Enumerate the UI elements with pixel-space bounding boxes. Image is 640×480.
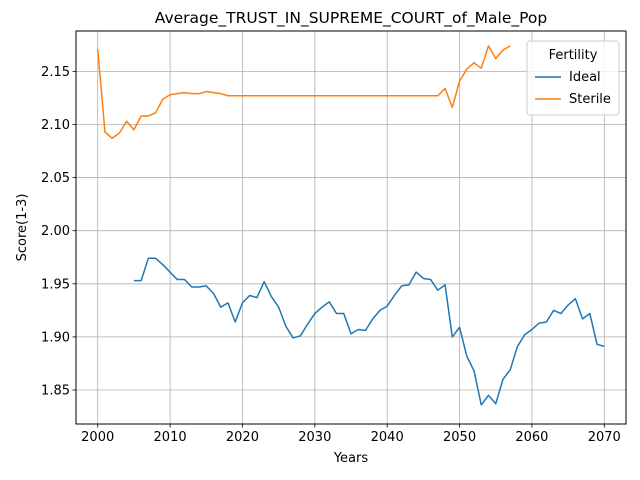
y-tick-label: 2.05	[41, 171, 70, 186]
y-axis-label: Score(1-3)	[15, 194, 30, 262]
legend-label-ideal: Ideal	[569, 70, 601, 85]
x-tick-label: 2030	[298, 430, 331, 445]
x-tick-label: 2010	[154, 430, 187, 445]
x-tick-label: 2000	[81, 430, 114, 445]
y-tick-label: 2.10	[41, 118, 70, 133]
legend-entries: Ideal Sterile	[535, 70, 611, 107]
series-line-sterile	[96, 45, 511, 140]
y-tick-label: 1.90	[41, 330, 70, 345]
series-line-ideal	[133, 257, 605, 406]
y-tick-label: 2.15	[41, 65, 70, 80]
axis-ticks: 2000 2010 2020 2030 2040 2050 2060 2070 1.85 1.90…	[41, 65, 621, 445]
x-tick-label: 2070	[588, 430, 621, 445]
legend-title: Fertility	[549, 48, 598, 63]
x-axis-label: Years	[333, 451, 369, 466]
legend-box	[526, 40, 620, 116]
x-tick-label: 2060	[515, 430, 548, 445]
x-tick-label: 2020	[226, 430, 259, 445]
x-tick-label: 2050	[443, 430, 476, 445]
x-tick-label: 2040	[371, 430, 404, 445]
y-tick-label: 2.00	[41, 224, 70, 239]
series-lines	[96, 45, 605, 406]
y-tick-label: 1.85	[41, 384, 70, 399]
chart-title: Average_TRUST_IN_SUPREME_COURT_of_Male_P…	[155, 9, 547, 28]
legend: Fertility Ideal Sterile	[526, 40, 620, 116]
plot-frame	[75, 30, 627, 425]
y-tick-label: 1.95	[41, 277, 70, 292]
legend-label-sterile: Sterile	[569, 92, 611, 107]
